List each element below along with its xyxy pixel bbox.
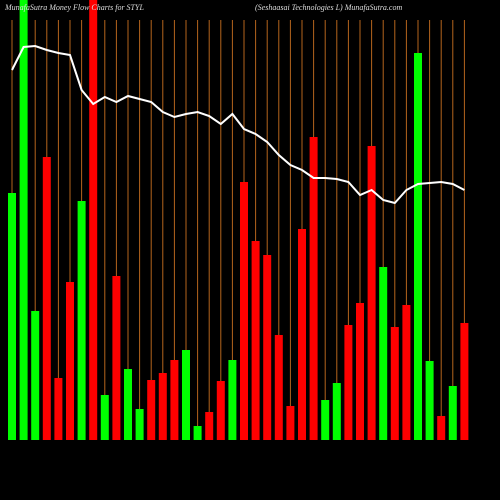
bar bbox=[286, 406, 295, 440]
bar bbox=[379, 267, 388, 440]
bar bbox=[367, 146, 376, 440]
bar bbox=[182, 350, 190, 440]
bar bbox=[112, 276, 121, 440]
bar bbox=[390, 327, 399, 440]
bar bbox=[19, 0, 28, 440]
bar bbox=[402, 305, 411, 440]
bar bbox=[274, 335, 283, 440]
bar bbox=[54, 378, 63, 440]
bar bbox=[31, 311, 40, 440]
bar bbox=[425, 361, 434, 440]
bar bbox=[251, 241, 260, 440]
chart-title: MunafaSutra Money Flow Charts for STYL bbox=[4, 3, 144, 12]
bar bbox=[298, 229, 306, 440]
marks bbox=[8, 0, 469, 440]
bar bbox=[147, 380, 156, 440]
bar bbox=[158, 373, 167, 440]
bar bbox=[309, 137, 318, 440]
bar bbox=[77, 201, 86, 440]
bar bbox=[332, 383, 341, 440]
bar bbox=[124, 369, 132, 440]
bar bbox=[216, 381, 225, 440]
bar bbox=[135, 409, 144, 440]
bar bbox=[460, 323, 469, 440]
bar bbox=[170, 360, 179, 440]
bar bbox=[205, 412, 214, 440]
bar bbox=[344, 325, 353, 440]
flow-line bbox=[11, 44, 465, 205]
bar bbox=[321, 400, 330, 440]
bar bbox=[448, 386, 457, 440]
bar bbox=[263, 255, 272, 440]
bar bbox=[228, 360, 237, 440]
bar bbox=[89, 0, 98, 440]
bar bbox=[414, 53, 422, 440]
bar bbox=[100, 395, 109, 440]
bar bbox=[42, 157, 51, 440]
bar bbox=[8, 193, 16, 440]
bar bbox=[437, 416, 446, 440]
chart-subtitle: (Seshaasai Technologies L) MunafaSutra.c… bbox=[255, 3, 402, 12]
bar bbox=[66, 282, 74, 440]
bar bbox=[356, 303, 364, 440]
bar bbox=[193, 426, 202, 440]
bar bbox=[240, 182, 248, 440]
